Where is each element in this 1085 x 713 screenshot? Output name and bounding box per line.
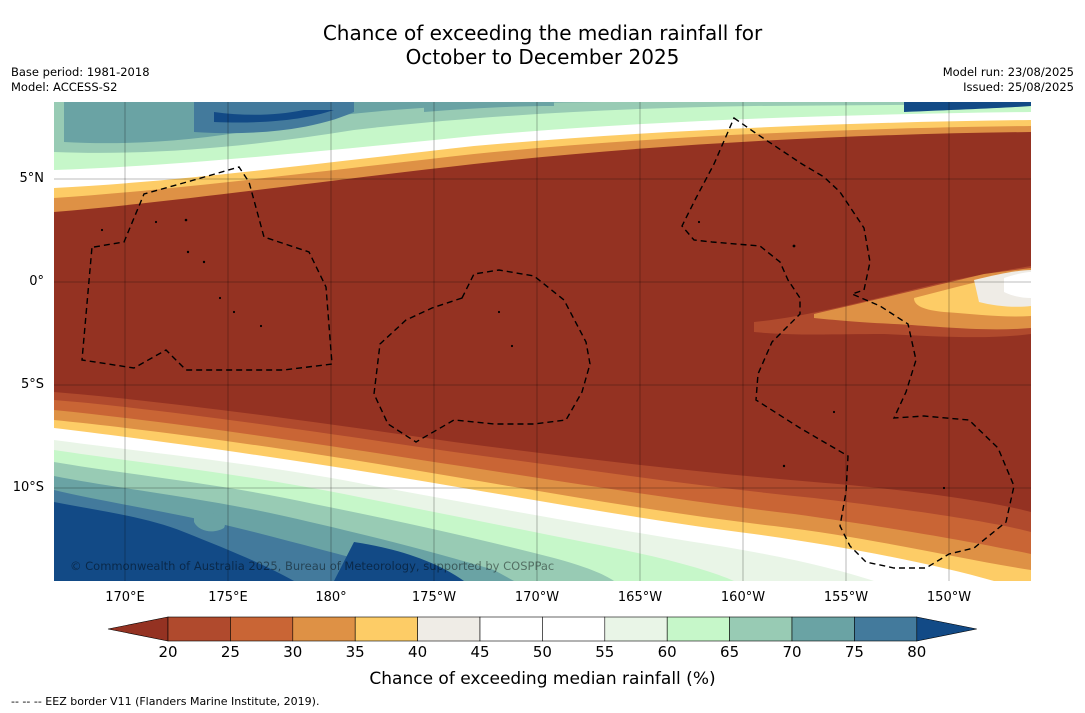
lon-label-165w: 165°W bbox=[617, 590, 663, 605]
colorbar-cell bbox=[167, 616, 231, 642]
colorbar-tick-label: 20 bbox=[158, 643, 178, 661]
colorbar-cell bbox=[479, 616, 543, 642]
colorbar-tick-label: 55 bbox=[595, 643, 615, 661]
colorbar-cell bbox=[292, 616, 356, 642]
colorbar bbox=[107, 616, 977, 642]
colorbar-tick-label: 50 bbox=[532, 643, 552, 661]
colorbar-extend-low bbox=[107, 616, 169, 642]
title-line-2: October to December 2025 bbox=[405, 45, 680, 69]
colorbar-tick-label: 60 bbox=[657, 643, 677, 661]
map-title: Chance of exceeding the median rainfall … bbox=[0, 21, 1085, 69]
issued-date: Issued: 25/08/2025 bbox=[963, 80, 1074, 94]
colorbar-tick-label: 40 bbox=[408, 643, 428, 661]
base-period: Base period: 1981-2018 bbox=[11, 65, 150, 79]
lon-label-175w: 175°W bbox=[411, 590, 457, 605]
colorbar-cells bbox=[107, 616, 977, 642]
meta-right: Model run: 23/08/2025 Issued: 25/08/2025 bbox=[943, 65, 1074, 95]
colorbar-cell bbox=[604, 616, 668, 642]
colorbar-cell bbox=[230, 616, 294, 642]
lon-label-155w: 155°W bbox=[823, 590, 869, 605]
lon-label-175e: 175°E bbox=[208, 590, 248, 605]
lat-label-10s: 10°S bbox=[12, 480, 44, 495]
colorbar-tick-label: 25 bbox=[220, 643, 240, 661]
lat-label-5n: 5°N bbox=[19, 171, 45, 186]
rainfall-map bbox=[54, 102, 1031, 581]
colorbar-cell bbox=[729, 616, 793, 642]
colorbar-tick-label: 45 bbox=[470, 643, 490, 661]
colorbar-tick-label: 75 bbox=[844, 643, 864, 661]
model-name: Model: ACCESS-S2 bbox=[11, 80, 118, 94]
model-run: Model run: 23/08/2025 bbox=[942, 65, 1074, 79]
colorbar-cell bbox=[354, 616, 418, 642]
lat-label-5s: 5°S bbox=[20, 377, 44, 392]
lon-label-170w: 170°W bbox=[514, 590, 560, 605]
colorbar-cell bbox=[542, 616, 606, 642]
colorbar-title: Chance of exceeding median rainfall (%) bbox=[369, 669, 716, 689]
lat-label-0: 0° bbox=[29, 274, 44, 289]
meta-left: Base period: 1981-2018 Model: ACCESS-S2 bbox=[11, 65, 150, 95]
lon-label-150w: 150°W bbox=[926, 590, 972, 605]
colorbar-tick-label: 35 bbox=[345, 643, 365, 661]
colorbar-tick-label: 80 bbox=[907, 643, 927, 661]
eez-footnote: -- -- -- EEZ border V11 (Flanders Marine… bbox=[11, 695, 320, 708]
colorbar-tick-label: 30 bbox=[283, 643, 303, 661]
colorbar-tick-label: 70 bbox=[782, 643, 802, 661]
colorbar-cell bbox=[854, 616, 918, 642]
lon-label-170e: 170°E bbox=[105, 590, 145, 605]
lon-label-180: 180° bbox=[315, 590, 347, 605]
colorbar-cell bbox=[791, 616, 855, 642]
copyright-notice: © Commonwealth of Australia 2025, Bureau… bbox=[70, 559, 555, 573]
colorbar-tick-label: 65 bbox=[720, 643, 740, 661]
lon-label-160w: 160°W bbox=[720, 590, 766, 605]
colorbar-cell bbox=[417, 616, 481, 642]
title-line-1: Chance of exceeding the median rainfall … bbox=[322, 21, 763, 45]
colorbar-extend-high bbox=[916, 616, 977, 642]
colorbar-cell bbox=[666, 616, 730, 642]
